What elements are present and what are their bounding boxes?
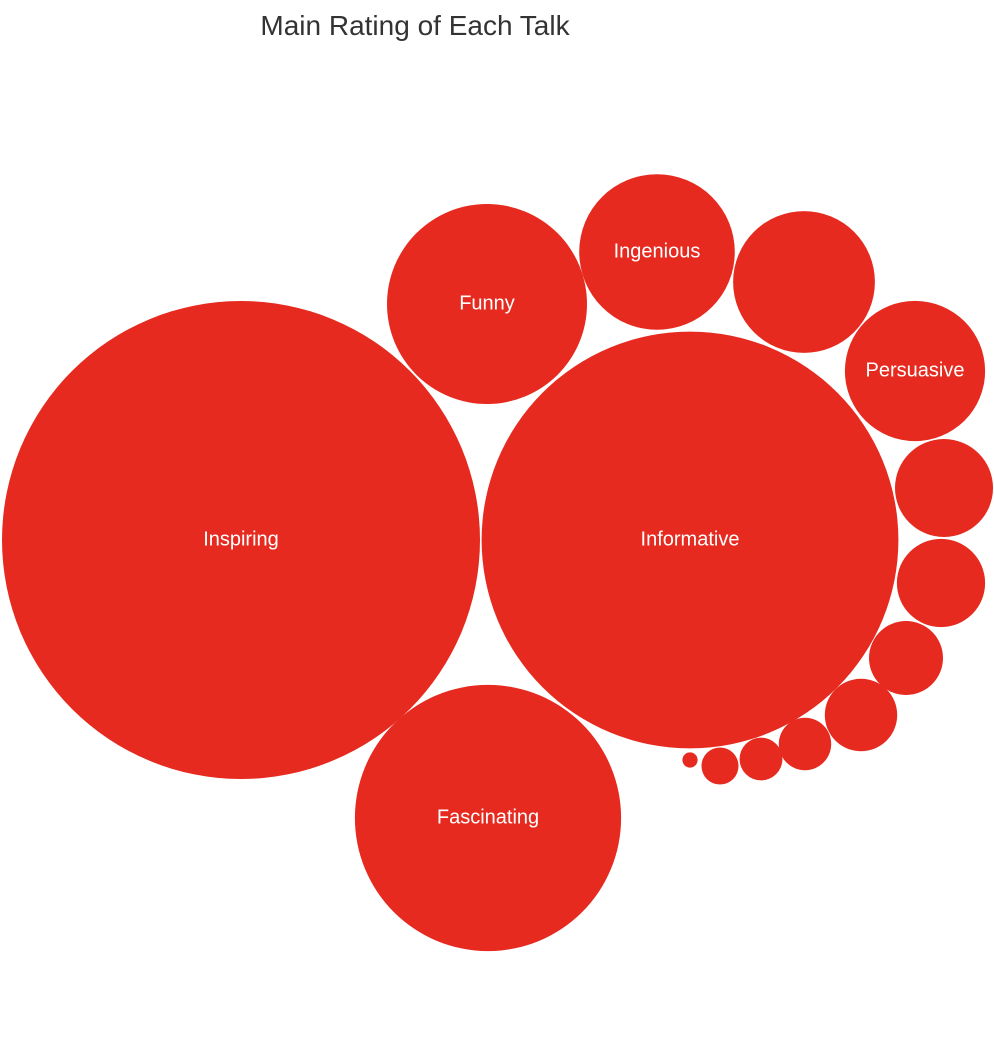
bubble-unlabeled-9[interactable]	[869, 621, 943, 695]
bubble-circle[interactable]	[869, 621, 943, 695]
bubble-ingenious[interactable]: Ingenious	[579, 174, 735, 330]
bubble-circle[interactable]	[701, 747, 739, 785]
bubble-funny[interactable]: Funny	[387, 204, 587, 404]
bubble-circle[interactable]	[896, 538, 986, 628]
bubble-unlabeled-14[interactable]	[682, 752, 698, 768]
bubble-circle[interactable]	[682, 752, 698, 768]
bubble-circle[interactable]	[579, 174, 735, 330]
bubble-unlabeled-11[interactable]	[778, 717, 832, 771]
bubble-circle[interactable]	[778, 717, 832, 771]
bubble-circle[interactable]	[824, 678, 898, 752]
bubble-unlabeled-13[interactable]	[701, 747, 739, 785]
bubble-label: Inspiring	[203, 528, 279, 550]
bubble-unlabeled-5[interactable]	[733, 211, 875, 353]
bubble-unlabeled-10[interactable]	[824, 678, 898, 752]
bubble-circle[interactable]	[354, 684, 622, 952]
bubble-circle[interactable]	[387, 204, 587, 404]
bubble-unlabeled-7[interactable]	[895, 439, 993, 537]
bubble-label: Fascinating	[437, 806, 539, 828]
bubble-informative[interactable]: Informative	[481, 331, 899, 749]
bubble-label: Funny	[459, 292, 515, 314]
bubble-fascinating[interactable]: Fascinating	[354, 684, 622, 952]
bubble-label: Ingenious	[614, 240, 701, 262]
bubble-circle[interactable]	[481, 331, 899, 749]
bubble-label: Informative	[641, 528, 740, 550]
bubble-circle[interactable]	[739, 737, 783, 781]
bubble-unlabeled-8[interactable]	[896, 538, 986, 628]
chart-title: Main Rating of Each Talk	[260, 10, 570, 41]
bubble-unlabeled-12[interactable]	[739, 737, 783, 781]
bubble-circle[interactable]	[733, 211, 875, 353]
bubble-persuasive[interactable]: Persuasive	[844, 300, 986, 442]
bubble-circle[interactable]	[2, 301, 480, 779]
bubble-circle[interactable]	[844, 300, 986, 442]
bubble-label: Persuasive	[866, 359, 965, 381]
bubble-circle[interactable]	[895, 439, 993, 537]
bubble-inspiring[interactable]: Inspiring	[2, 301, 480, 779]
